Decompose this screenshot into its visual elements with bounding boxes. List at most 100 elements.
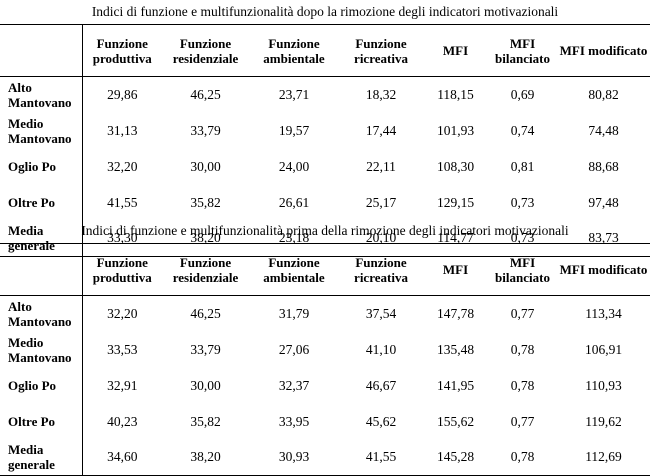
table-caption: Indici di funzione e multifunzionalità d… <box>91 4 559 19</box>
cell: 33,95 <box>278 413 310 429</box>
row-label: Oglio Po <box>0 367 83 404</box>
cell: 74,48 <box>588 122 619 138</box>
table-row: Medio Mantovano 33,53 33,79 27,06 41,10 … <box>0 331 650 368</box>
cell: 118,15 <box>437 86 474 102</box>
cell: 0,77 <box>510 305 535 321</box>
cell: 0,73 <box>510 230 535 246</box>
cell: 18,32 <box>365 86 397 102</box>
row-label: Oglio Po <box>0 148 83 185</box>
table-before-removal: Indici di funzione e multifunzionalità p… <box>0 219 650 476</box>
table-row: Alto Mantovano 29,86 46,25 23,71 18,32 1… <box>0 76 650 113</box>
row-label: Oltre Po <box>0 184 83 221</box>
row-label: Medio Mantovano <box>0 112 83 149</box>
header-cell-empty <box>0 243 83 296</box>
cell: 0,78 <box>510 377 535 393</box>
cell: 20,10 <box>365 230 397 246</box>
cell: 25,17 <box>365 194 397 210</box>
cell: 31,13 <box>107 122 138 138</box>
table-row: Medio Mantovano 31,13 33,79 19,57 17,44 … <box>0 112 650 149</box>
cell: 88,68 <box>588 158 619 174</box>
cell: 30,93 <box>278 449 310 465</box>
header-funzione-ricreativa: Funzione ricreativa <box>354 254 408 285</box>
cell: 147,78 <box>436 305 475 321</box>
cell: 113,34 <box>585 305 622 321</box>
header-mfi-bilanciato: MFI bilanciato <box>495 35 550 66</box>
cell: 129,15 <box>436 194 475 210</box>
cell: 83,73 <box>588 230 619 246</box>
header-funzione-residenziale: Funzione residenziale <box>172 254 239 285</box>
cell: 30,00 <box>190 158 221 174</box>
cell: 35,82 <box>190 194 221 210</box>
cell: 101,93 <box>436 122 475 138</box>
cell: 135,48 <box>436 341 475 357</box>
cell: 32,37 <box>278 377 310 393</box>
header-funzione-residenziale: Funzione residenziale <box>172 35 239 66</box>
row-label: Media generale <box>0 439 83 476</box>
header-funzione-ambientale: Funzione ambientale <box>263 35 325 66</box>
cell: 33,79 <box>190 122 221 138</box>
cell: 0,69 <box>510 86 535 102</box>
cell: 110,93 <box>585 377 622 393</box>
header-cell-empty <box>0 24 83 77</box>
cell: 0,77 <box>510 413 535 429</box>
row-label: Alto Mantovano <box>0 295 83 332</box>
cell: 27,06 <box>278 341 310 357</box>
cell: 32,20 <box>107 158 138 174</box>
header-funzione-ricreativa: Funzione ricreativa <box>354 35 408 66</box>
cell: 45,62 <box>365 413 397 429</box>
header-mfi-bilanciato: MFI bilanciato <box>495 254 550 285</box>
cell: 33,53 <box>107 341 138 357</box>
cell: 119,62 <box>585 413 622 429</box>
header-funzione-produttiva: Funzione produttiva <box>92 254 152 285</box>
cell: 97,48 <box>588 194 619 210</box>
cell: 0,74 <box>510 122 535 138</box>
header-funzione-ambientale: Funzione ambientale <box>263 254 325 285</box>
table-after-removal: Indici di funzione e multifunzionalità d… <box>0 4 650 257</box>
cell: 35,82 <box>190 413 221 429</box>
cell: 31,79 <box>278 305 310 321</box>
row-label: Alto Mantovano <box>0 76 83 113</box>
cell: 0,78 <box>510 341 535 357</box>
cell: 46,25 <box>190 86 221 102</box>
header-mfi: MFI <box>442 262 469 277</box>
cell: 33,79 <box>190 341 221 357</box>
data-table: Funzione produttiva Funzione residenzial… <box>0 24 650 257</box>
cell: 37,54 <box>365 305 397 321</box>
cell: 46,25 <box>190 305 221 321</box>
header-row: Funzione produttiva Funzione residenzial… <box>0 24 650 77</box>
cell: 17,44 <box>365 122 397 138</box>
table-row: Oglio Po 32,20 30,00 24,00 22,11 108,30 … <box>0 148 650 185</box>
header-row: Funzione produttiva Funzione residenzial… <box>0 243 650 296</box>
header-mfi-modificato: MFI modificato <box>559 43 648 58</box>
data-table: Funzione produttiva Funzione residenzial… <box>0 243 650 476</box>
cell: 155,62 <box>436 413 475 429</box>
cell: 46,67 <box>365 377 397 393</box>
cell: 24,00 <box>278 158 310 174</box>
cell: 34,60 <box>107 449 138 465</box>
table-row: Oglio Po 32,91 30,00 32,37 46,67 141,95 … <box>0 367 650 404</box>
cell: 106,91 <box>584 341 623 357</box>
cell: 41,55 <box>107 194 138 210</box>
cell: 141,95 <box>436 377 475 393</box>
cell: 112,69 <box>585 449 622 465</box>
header-funzione-produttiva: Funzione produttiva <box>92 35 152 66</box>
cell: 23,18 <box>278 230 310 246</box>
cell: 22,11 <box>366 158 396 174</box>
table-caption: Indici di funzione e multifunzionalità p… <box>81 223 569 238</box>
table-row: Alto Mantovano 32,20 46,25 31,79 37,54 1… <box>0 295 650 332</box>
cell: 30,00 <box>190 377 221 393</box>
row-label: Medio Mantovano <box>0 331 83 368</box>
table-row: Oltre Po 40,23 35,82 33,95 45,62 155,62 … <box>0 403 650 440</box>
cell: 32,20 <box>107 305 138 321</box>
cell: 0,78 <box>510 449 535 465</box>
cell: 32,91 <box>107 377 138 393</box>
cell: 40,23 <box>107 413 138 429</box>
cell: 19,57 <box>278 122 310 138</box>
cell: 29,86 <box>107 86 138 102</box>
cell: 80,82 <box>588 86 619 102</box>
cell: 0,81 <box>510 158 535 174</box>
cell: 108,30 <box>436 158 475 174</box>
cell: 0,73 <box>510 194 535 210</box>
cell: 38,20 <box>190 449 221 465</box>
cell: 26,61 <box>278 194 310 210</box>
